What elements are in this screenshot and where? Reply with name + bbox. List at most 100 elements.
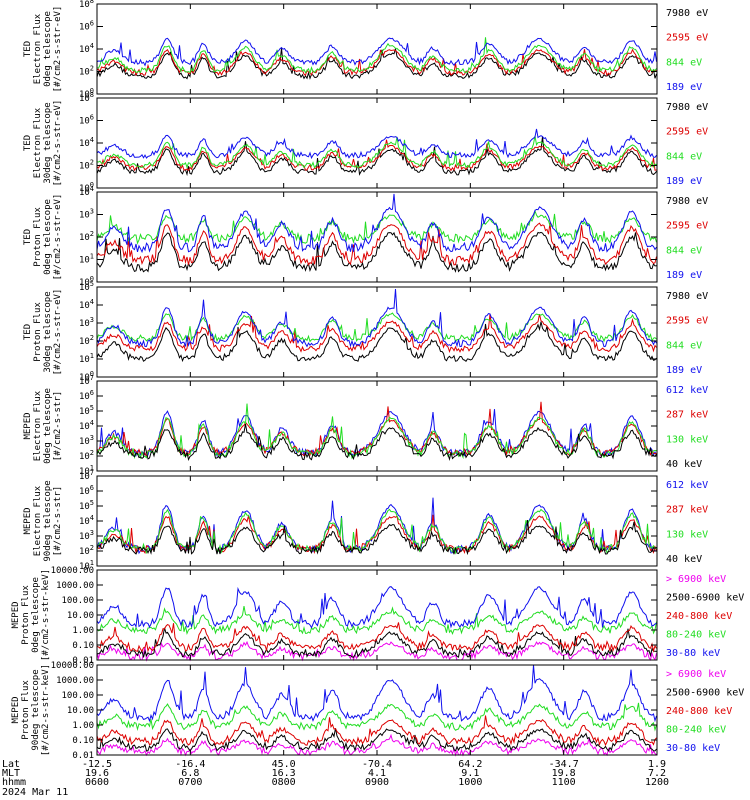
y-axis-label: MEPEDProton Flux90deg telescope[#/cm2-s-… bbox=[11, 664, 51, 756]
y-tick-label: 1.00 bbox=[72, 626, 94, 636]
legend-entry: 2595 eV bbox=[666, 221, 708, 232]
x-tick-label-time: 0600 bbox=[85, 777, 109, 788]
legend-entry: 7980 eV bbox=[666, 291, 708, 302]
y-axis-label: TEDProton Flux30deg telescope[#/cm2-s-st… bbox=[23, 289, 63, 376]
panel-frame bbox=[96, 569, 658, 661]
series-line bbox=[96, 193, 657, 254]
x-row-label-hhmm: hhmm bbox=[2, 777, 26, 788]
series-line bbox=[96, 508, 657, 555]
y-tick-label: 104 bbox=[79, 514, 94, 527]
y-tick-label: 100.00 bbox=[61, 691, 94, 701]
y-tick-label: 103 bbox=[79, 208, 94, 221]
series-line bbox=[96, 424, 657, 462]
panel-7: > 6900 keV 2500-6900 keV 240-800 keV 80-240… bbox=[11, 566, 744, 666]
legend-entry: > 6900 keV bbox=[666, 669, 726, 680]
series-line bbox=[96, 514, 657, 555]
series-line bbox=[96, 403, 657, 460]
y-tick-label: 0.10 bbox=[72, 641, 94, 651]
x-tick-label-lat: -34.7 bbox=[549, 759, 579, 770]
y-axis-label: TEDElectron Flux30deg telescope[#/cm2-s-… bbox=[23, 100, 63, 187]
y-axis-label: TEDElectron Flux0deg telescope[#/cm2-s-s… bbox=[23, 6, 63, 93]
x-tick-label-lat: 64.2 bbox=[458, 759, 482, 770]
y-tick-label: 102 bbox=[79, 544, 94, 557]
legend-entry: 40 keV bbox=[666, 459, 702, 470]
x-tick-label-time: 0800 bbox=[272, 777, 296, 788]
y-tick-label: 106 bbox=[79, 389, 94, 402]
legend-entry: 844 eV bbox=[666, 57, 702, 68]
legend-entry: 80-240 keV bbox=[666, 630, 726, 641]
panel-frame bbox=[96, 97, 658, 189]
series-line bbox=[96, 136, 657, 177]
series-line bbox=[96, 128, 657, 160]
series-line bbox=[96, 288, 657, 348]
legend-entry: 844 eV bbox=[666, 340, 702, 351]
y-tick-label: 106 bbox=[79, 20, 94, 33]
legend-entry: 2595 eV bbox=[666, 127, 708, 138]
series-line bbox=[96, 321, 657, 363]
series-line bbox=[96, 231, 657, 273]
y-tick-label: 106 bbox=[79, 484, 94, 497]
x-tick-label-lat: 45.0 bbox=[272, 759, 296, 770]
y-tick-label: 10000.00 bbox=[51, 661, 94, 671]
y-tick-label: 0.10 bbox=[72, 736, 94, 746]
legend-entry: 287 keV bbox=[666, 410, 708, 421]
legend-entry: 189 eV bbox=[666, 176, 702, 187]
x-tick-label-mlt: 19.6 bbox=[85, 768, 109, 779]
y-tick-label: 104 bbox=[79, 136, 94, 149]
series-line bbox=[96, 401, 657, 459]
legend-entry: 30-80 keV bbox=[666, 743, 720, 754]
legend-entry: 2595 eV bbox=[666, 316, 708, 327]
legend-entry: 189 eV bbox=[666, 82, 702, 93]
panel-8: > 6900 keV 2500-6900 keV 240-800 keV 80-240… bbox=[11, 661, 744, 761]
legend-entry: 287 keV bbox=[666, 505, 708, 516]
legend-entry: 240-800 keV bbox=[666, 706, 732, 717]
y-tick-label: 102 bbox=[79, 334, 94, 347]
y-tick-label: 103 bbox=[79, 316, 94, 329]
y-tick-label: 103 bbox=[79, 434, 94, 447]
y-tick-label: 108 bbox=[79, 0, 94, 10]
y-tick-label: 104 bbox=[79, 298, 94, 311]
series-line bbox=[96, 135, 657, 169]
x-tick-label-lat: -70.4 bbox=[362, 759, 392, 770]
legend-entry: 80-240 keV bbox=[666, 725, 726, 736]
legend-entry: 189 eV bbox=[666, 365, 702, 376]
panel-frame bbox=[96, 475, 658, 567]
series-line bbox=[96, 409, 657, 458]
x-tick-label-lat: -16.4 bbox=[175, 759, 205, 770]
y-axis-label: MEPEDProton Flux0deg telescope[#/cm2-s-s… bbox=[11, 569, 51, 661]
y-axis-label: TEDProton Flux0deg telescope[#/cm2-s-str… bbox=[23, 194, 63, 281]
series-line bbox=[96, 715, 657, 747]
x-tick-label-mlt: 4.1 bbox=[368, 768, 386, 779]
x-tick-label-mlt: 7.2 bbox=[648, 768, 666, 779]
legend-entry: 189 eV bbox=[666, 270, 702, 281]
panel-frame bbox=[96, 191, 658, 283]
x-tick-label-lat: 1.9 bbox=[648, 759, 666, 770]
y-tick-label: 103 bbox=[79, 529, 94, 542]
legend-entry: 7980 eV bbox=[666, 196, 708, 207]
series-line bbox=[96, 586, 657, 629]
legend-entry: 40 keV bbox=[666, 554, 702, 565]
y-tick-label: 100.00 bbox=[61, 596, 94, 606]
series-line bbox=[96, 606, 657, 636]
panel-frame bbox=[96, 3, 658, 95]
y-tick-label: 104 bbox=[79, 42, 94, 55]
x-tick-label-time: 1000 bbox=[458, 777, 482, 788]
legend-entry: 130 keV bbox=[666, 434, 708, 445]
x-tick-label-mlt: 6.8 bbox=[181, 768, 199, 779]
y-tick-label: 101 bbox=[79, 253, 94, 266]
y-tick-label: 10.00 bbox=[67, 706, 94, 716]
x-tick-label-mlt: 19.8 bbox=[552, 768, 576, 779]
legend-entry: 844 eV bbox=[666, 245, 702, 256]
legend-entry: > 6900 keV bbox=[666, 574, 726, 585]
series-line bbox=[96, 622, 657, 653]
series-line bbox=[96, 222, 657, 266]
y-tick-label: 0.01 bbox=[72, 656, 94, 666]
x-tick-label-mlt: 16.3 bbox=[272, 768, 296, 779]
y-tick-label: 1000.00 bbox=[56, 676, 94, 686]
legend-entry: 612 keV bbox=[666, 480, 708, 491]
